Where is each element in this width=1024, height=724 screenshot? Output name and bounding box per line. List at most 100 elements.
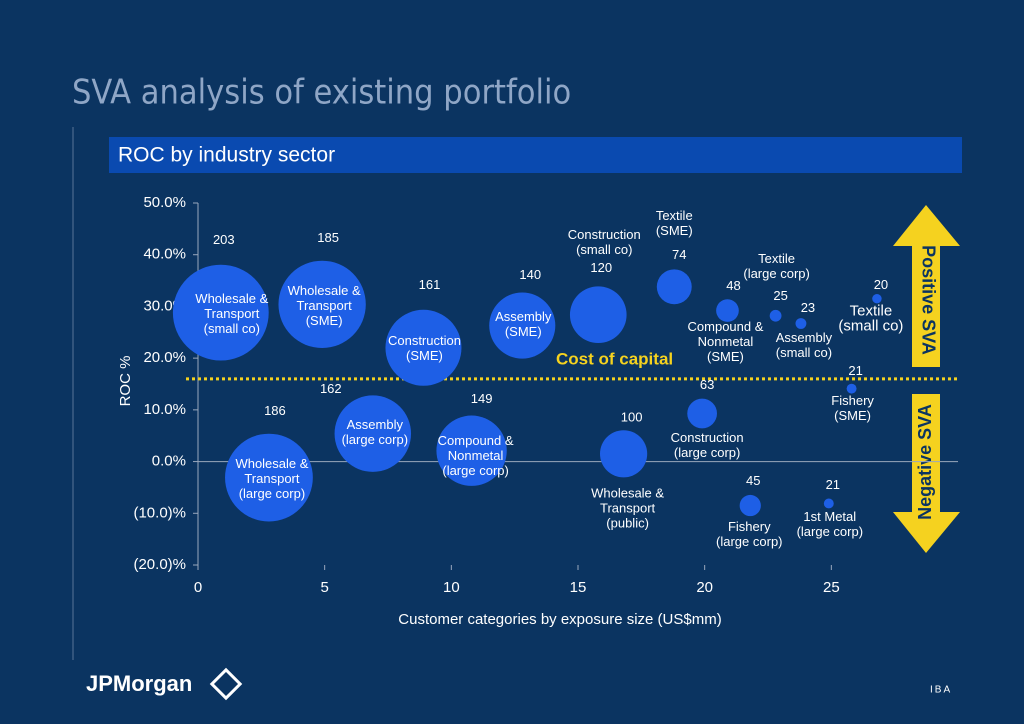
bubble-label: (large corp) <box>674 445 740 460</box>
y-tick-label: (10.0)% <box>133 504 186 521</box>
footer-code: IBA <box>930 685 952 696</box>
logo: JPMorgan <box>86 671 192 696</box>
slide-title: SVA analysis of existing portfolio <box>72 73 571 113</box>
bubble-label: (large corp) <box>442 463 508 478</box>
bubble-label: (large corp) <box>716 534 782 549</box>
bubble-label: Textile <box>656 208 693 223</box>
bubble <box>436 415 507 486</box>
bubble-label: (small co) <box>776 345 832 360</box>
bubble <box>716 299 739 322</box>
x-tick-label: 5 <box>320 579 328 596</box>
bubble-label: 1st Metal <box>803 509 856 524</box>
bubble <box>656 269 692 305</box>
bubble-label: Transport <box>204 306 260 321</box>
bubble <box>872 293 882 304</box>
x-tick-label: 15 <box>570 579 587 596</box>
bubble-label: Textile <box>758 251 795 266</box>
size-label: 162 <box>320 381 342 396</box>
bubble-label: Construction <box>388 333 461 348</box>
banner <box>109 137 962 173</box>
cost-of-capital-label: Cost of capital <box>556 349 673 368</box>
bubble-label: Wholesale & <box>195 291 268 306</box>
bubble-label: (large corp) <box>797 524 863 539</box>
bubble <box>769 309 782 322</box>
size-label: 23 <box>801 300 815 315</box>
bubble <box>739 494 761 517</box>
bubble-label: Transport <box>600 500 656 515</box>
bubble-label: Assembly <box>495 309 552 324</box>
bubble-label: (public) <box>606 515 649 530</box>
bubble-label: Nonmetal <box>448 448 504 463</box>
bubble-label: Construction <box>671 430 744 445</box>
x-tick-label: 25 <box>823 579 840 596</box>
bubble <box>225 433 313 522</box>
bubble-label: Transport <box>244 471 300 486</box>
bubble <box>687 398 718 429</box>
size-label: 203 <box>213 232 235 247</box>
y-tick-label: 50.0% <box>143 194 186 211</box>
size-label: 21 <box>848 363 862 378</box>
size-label: 149 <box>471 391 493 406</box>
size-label: 161 <box>419 277 441 292</box>
positive-arrow <box>893 205 960 367</box>
bubble-label: (large corp) <box>342 432 408 447</box>
size-label: 185 <box>317 230 339 245</box>
bubble-label: Wholesale & <box>235 456 308 471</box>
size-label: 120 <box>590 260 612 275</box>
y-tick-label: 20.0% <box>143 349 186 366</box>
bubble <box>385 309 462 386</box>
size-label: 21 <box>826 477 840 492</box>
bubble-label: (SME) <box>306 313 343 328</box>
size-label: 100 <box>621 409 643 424</box>
size-label: 45 <box>746 473 760 488</box>
bubble-label: Wholesale & <box>591 485 664 500</box>
bubble-label: Fishery <box>831 393 874 408</box>
size-label: 48 <box>726 278 740 293</box>
bubble-label: Transport <box>297 298 353 313</box>
y-tick-label: 10.0% <box>143 401 186 418</box>
bubble-label: (small co) <box>838 318 903 335</box>
y-axis-label: ROC % <box>117 356 134 407</box>
positive-sva: Positive SVA <box>918 245 938 355</box>
size-label: 63 <box>700 377 714 392</box>
bubble-label: (SME) <box>834 408 871 423</box>
bubble-label: Assembly <box>347 417 404 432</box>
bubble-label: Compound & <box>688 319 764 334</box>
x-tick-label: 10 <box>443 579 460 596</box>
bubble-label: Compound & <box>438 433 514 448</box>
bubble-label: (SME) <box>656 223 693 238</box>
bubble <box>823 498 834 509</box>
chart-title: ROC by industry sector <box>118 144 335 167</box>
bubble <box>172 264 269 361</box>
size-label: 20 <box>874 277 888 292</box>
bubble-label: (large corp) <box>743 266 809 281</box>
size-label: 186 <box>264 403 286 418</box>
size-label: 74 <box>672 247 686 262</box>
size-label: 140 <box>519 267 541 282</box>
negative-arrow <box>893 394 960 553</box>
bubble-label: (SME) <box>707 349 744 364</box>
size-label: 25 <box>773 288 787 303</box>
bubble-label: Assembly <box>776 330 833 345</box>
bubble-label: Construction <box>568 227 641 242</box>
bubble-label: (SME) <box>505 324 542 339</box>
x-tick-label: 0 <box>194 579 202 596</box>
bubble-label: Wholesale & <box>288 283 361 298</box>
bubble-label: Fishery <box>728 519 771 534</box>
bubble-label: (SME) <box>406 348 443 363</box>
bubble-label: (small co) <box>576 242 632 257</box>
y-tick-label: 0.0% <box>152 453 186 470</box>
bubble-label: Textile <box>850 303 893 320</box>
bubble <box>489 292 556 359</box>
bubble <box>795 318 807 329</box>
bubble <box>278 260 366 349</box>
bubble <box>846 383 857 394</box>
logo-icon <box>209 667 243 701</box>
bubble-label: Nonmetal <box>698 334 754 349</box>
y-tick-label: 40.0% <box>143 246 186 263</box>
y-tick-label: (20.0)% <box>133 556 186 573</box>
bubble <box>334 395 412 472</box>
bubble <box>600 430 648 478</box>
